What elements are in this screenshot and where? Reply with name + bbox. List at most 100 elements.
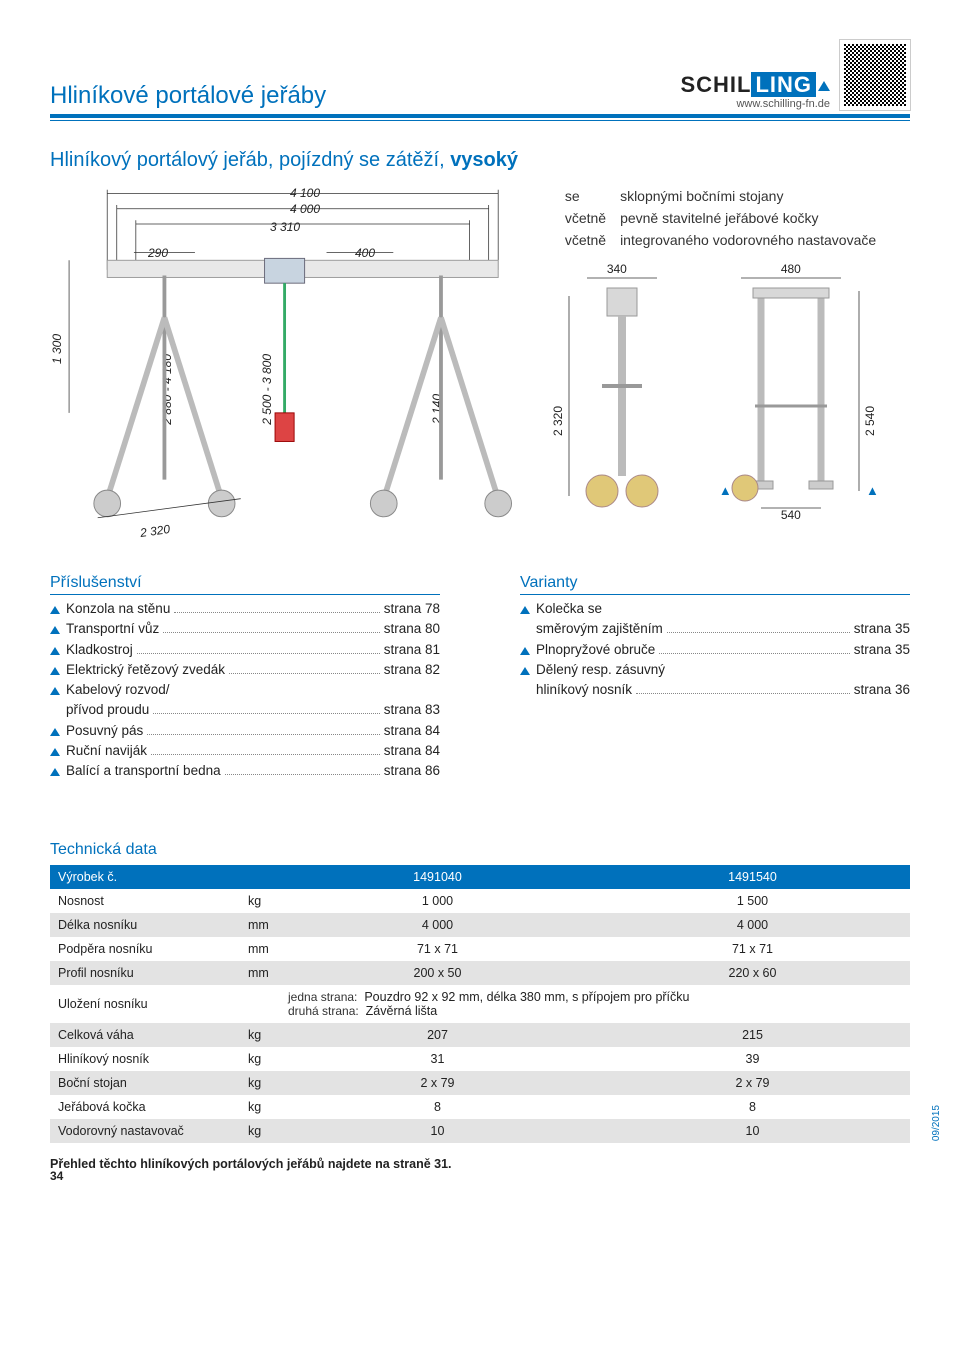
feat-2-r: integrovaného vodorovného nastavovače: [614, 230, 882, 250]
subtitle-bold: vysoký: [450, 149, 518, 171]
cell-label: Podpěra nosníku: [50, 937, 240, 961]
table-row: Boční stojankg2 x 792 x 79: [50, 1071, 910, 1095]
triangle-bullet-icon: [50, 647, 60, 655]
crane-svg: [50, 184, 527, 527]
feat-0-l: se: [559, 186, 612, 206]
item-page: strana 83: [384, 700, 440, 720]
item-page: strana 82: [384, 660, 440, 680]
logo-triangle-icon: [818, 81, 830, 91]
dot-leader: [174, 612, 379, 613]
cell-val-1: 10: [280, 1119, 595, 1143]
dot-leader: [659, 653, 849, 654]
cell-val-1: 8: [280, 1095, 595, 1119]
header-rule-thick: [50, 114, 910, 118]
accessories-header: Příslušenství: [50, 574, 440, 595]
item-page: strana 36: [854, 680, 910, 700]
list-item: Ruční navijákstrana 84: [50, 741, 440, 761]
list-item: Balící a transportní bednastrana 86: [50, 761, 440, 781]
th-model-2: 1491540: [595, 865, 910, 889]
item-label: Transportní vůz: [66, 619, 159, 639]
list-item-cont: hliníkový nosníkstrana 36: [520, 680, 910, 700]
triangle-bullet-icon: [50, 606, 60, 614]
cell-unit: kg: [240, 889, 280, 913]
triangle-bullet-icon: [50, 687, 60, 695]
item-label: Posuvný pás: [66, 721, 143, 741]
cell-val-1: 31: [280, 1047, 595, 1071]
logo-text-1: SCHIL: [680, 72, 751, 97]
cell-label: Uložení nosníku: [50, 985, 240, 1023]
cell-label: Boční stojan: [50, 1071, 240, 1095]
tri-marker-right: ▲: [866, 483, 879, 498]
cell-unit: kg: [240, 1071, 280, 1095]
qr-code: [840, 40, 910, 110]
list-item-cont: směrovým zajištěnímstrana 35: [520, 619, 910, 639]
item-label: Ruční naviják: [66, 741, 147, 761]
cell-val-2: 8: [595, 1095, 910, 1119]
cell-val-2: 215: [595, 1023, 910, 1047]
dim-side-a-h: 2 320: [551, 406, 565, 436]
list-item: Konzola na stěnu strana 78: [50, 599, 440, 619]
page-number: 34: [50, 1169, 63, 1183]
cell-unit: kg: [240, 1119, 280, 1143]
list-item: Kolečka se: [520, 599, 910, 619]
item-label: Elektrický řetězový zvedák: [66, 660, 225, 680]
list-item-cont: přívod proudustrana 83: [50, 700, 440, 720]
cell-unit: mm: [240, 961, 280, 985]
triangle-bullet-icon: [520, 667, 530, 675]
table-row: Délka nosníkumm4 0004 000: [50, 913, 910, 937]
item-page: strana 78: [384, 599, 440, 619]
item-page: strana 80: [384, 619, 440, 639]
feat-0-r: sklopnými bočními stojany: [614, 186, 882, 206]
table-row: Profil nosníkumm200 x 50220 x 60: [50, 961, 910, 985]
triangle-bullet-icon: [50, 768, 60, 776]
triangle-bullet-icon: [50, 728, 60, 736]
cell-unit: kg: [240, 1095, 280, 1119]
side-view-b: 480 2 540 540 ▲: [711, 266, 871, 516]
cell-val-1: 4 000: [280, 913, 595, 937]
dot-leader: [153, 713, 379, 714]
feat-1-l: včetně: [559, 208, 612, 228]
item-page: strana 86: [384, 761, 440, 781]
item-page: strana 84: [384, 721, 440, 741]
cell-unit: mm: [240, 937, 280, 961]
brand-logo: SCHILLING www.schilling-fn.de: [680, 72, 830, 110]
th-model-1: 1491040: [280, 865, 595, 889]
dim-side-b-base: 540: [781, 508, 801, 522]
accessories-list: Konzola na stěnustrana 78Transportní vůz…: [50, 599, 440, 781]
item-page: strana 81: [384, 640, 440, 660]
dot-leader: [151, 754, 380, 755]
dot-leader: [636, 693, 850, 694]
subtitle-plain: Hliníkový portálový jeřáb, pojízdný se z…: [50, 149, 450, 171]
list-item: Posuvný pás strana 84: [50, 721, 440, 741]
list-item: Elektrický řetězový zvedák strana 82: [50, 660, 440, 680]
dot-leader: [137, 653, 380, 654]
th-product: Výrobek č.: [50, 865, 240, 889]
item-label: Konzola na stěnu: [66, 599, 170, 619]
variants-list: Kolečka sesměrovým zajištěnímstrana 35Pl…: [520, 599, 910, 700]
cell-val-2: 2 x 79: [595, 1071, 910, 1095]
dot-leader: [667, 632, 850, 633]
cell-unit: [240, 985, 280, 1023]
item-label: Plnopryžové obruče: [536, 640, 655, 660]
side-view-a: 340 2 320: [557, 266, 687, 516]
table-row: Celková váhakg207215: [50, 1023, 910, 1047]
date-code: 09/2015: [931, 1105, 942, 1141]
cell-unit: kg: [240, 1047, 280, 1071]
item-label: Kabelový rozvod/: [66, 680, 170, 700]
dot-leader: [163, 632, 379, 633]
cell-ulozeni: jedna strana: Pouzdro 92 x 92 mm, délka …: [280, 985, 910, 1023]
cell-val-2: 39: [595, 1047, 910, 1071]
variants-header: Varianty: [520, 574, 910, 595]
cell-val-2: 220 x 60: [595, 961, 910, 985]
cell-label: Jeřábová kočka: [50, 1095, 240, 1119]
triangle-bullet-icon: [520, 647, 530, 655]
cell-unit: kg: [240, 1023, 280, 1047]
th-unit: [240, 865, 280, 889]
table-row: Nosnostkg1 0001 500: [50, 889, 910, 913]
cell-val-2: 4 000: [595, 913, 910, 937]
list-item: Transportní vůz strana 80: [50, 619, 440, 639]
cell-unit: mm: [240, 913, 280, 937]
cell-label: Profil nosníku: [50, 961, 240, 985]
cell-label: Vodorovný nastavovač: [50, 1119, 240, 1143]
cell-val-1: 2 x 79: [280, 1071, 595, 1095]
